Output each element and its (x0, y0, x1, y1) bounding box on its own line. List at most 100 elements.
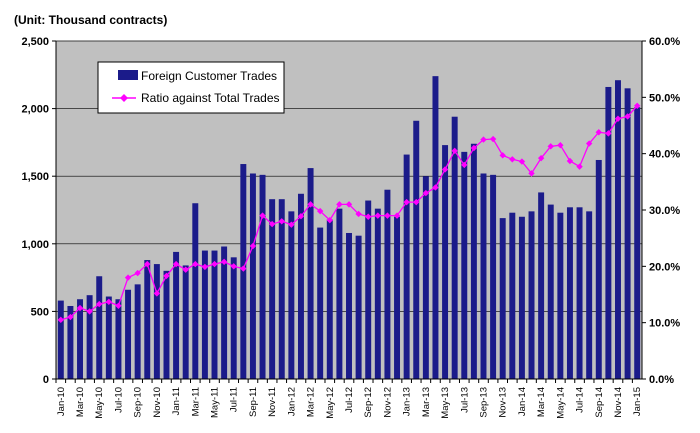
x-tick-label: Jul-12 (344, 387, 355, 413)
y-tick-label-left: 0 (43, 374, 49, 386)
y-tick-label-right: 0.0% (649, 374, 674, 386)
x-tick-label: Jan-11 (171, 387, 182, 415)
legend: Foreign Customer Trades Ratio against To… (97, 61, 285, 114)
ratio-marker (528, 170, 535, 177)
ratio-marker (240, 265, 247, 272)
ratio-marker (461, 161, 468, 169)
bar (432, 76, 439, 379)
bar (134, 284, 141, 379)
x-tick-label: Jan-13 (402, 387, 413, 416)
legend-swatch-marker (120, 94, 128, 102)
ratio-marker (259, 212, 266, 219)
ratio-marker (451, 147, 458, 155)
bar (442, 145, 449, 379)
y-tick-label-right: 50.0% (649, 92, 680, 104)
ratio-marker (76, 304, 84, 312)
bar (470, 143, 477, 379)
ratio-marker (249, 242, 257, 250)
bar (153, 264, 160, 379)
bar (221, 246, 228, 379)
ratio-marker (480, 136, 487, 143)
x-tick-label: Mar-11 (190, 387, 201, 416)
bar (624, 88, 631, 379)
ratio-marker (499, 152, 506, 159)
bar (269, 199, 276, 379)
x-axis: Jan-10 Mar-10 May-10 Jul-10 Sep-10 Nov-10 Jan-… (55, 378, 643, 419)
ratio-marker (297, 212, 305, 220)
bar (201, 250, 208, 379)
ratio-marker (566, 157, 574, 165)
ratio-marker (307, 201, 314, 208)
ratio-marker (172, 260, 180, 268)
bar (144, 260, 151, 379)
x-tick-label: Jan-15 (632, 387, 643, 416)
bar (173, 251, 180, 379)
bar (355, 235, 362, 379)
bar (249, 173, 256, 379)
ratio-marker (384, 212, 391, 219)
ratio-marker (268, 220, 276, 228)
x-tick-label: Nov-13 (498, 387, 509, 418)
ratio-marker (422, 189, 430, 197)
bar (518, 216, 525, 379)
ratio-marker (105, 298, 113, 306)
x-tick-label: Sep-12 (363, 387, 374, 418)
bar (67, 305, 74, 379)
ratio-marker (115, 302, 122, 309)
bar (96, 276, 103, 379)
ratio-marker (153, 290, 161, 297)
bar (605, 86, 612, 379)
bar (547, 204, 554, 379)
bar (394, 216, 401, 379)
x-tick-label: Sep-11 (248, 387, 259, 417)
bar (566, 207, 573, 379)
x-tick-label: Nov-10 (152, 387, 163, 418)
x-tick-label: Jul-10 (113, 387, 124, 413)
bar (86, 295, 93, 379)
ratio-marker (288, 221, 295, 228)
ratio-marker (220, 258, 228, 266)
ratio-marker (326, 216, 333, 224)
bar (346, 232, 352, 379)
bar (365, 200, 372, 379)
ratio-marker (403, 198, 410, 206)
bar (336, 208, 343, 379)
bar (77, 299, 83, 379)
x-tick-label: Nov-11 (267, 387, 278, 417)
bar (192, 203, 199, 379)
ratio-marker (278, 218, 285, 225)
x-tick-label: Nov-12 (382, 387, 393, 418)
bar (182, 265, 189, 379)
bar (595, 159, 602, 379)
bar (374, 208, 381, 379)
legend-label-ratio: Ratio against Total Trades (141, 91, 280, 105)
ratio-marker (163, 272, 170, 280)
ratio-marker (316, 207, 324, 215)
x-tick-label: May-13 (440, 387, 451, 419)
ratio-marker (211, 260, 218, 268)
ratio-marker (124, 274, 132, 281)
y-tick-label-left: 1,000 (21, 239, 49, 251)
bar (499, 218, 506, 379)
bar (480, 173, 487, 379)
ratio-marker (86, 308, 93, 315)
ratio-marker (585, 140, 593, 147)
ratio-marker (595, 129, 602, 136)
bar (115, 299, 122, 379)
ratio-marker (441, 166, 449, 173)
ratio-marker (547, 143, 554, 150)
ratio-marker (182, 266, 189, 273)
ratio-marker (345, 201, 353, 208)
bar (528, 211, 535, 379)
bar (278, 199, 285, 379)
y-tick-label-left: 500 (31, 306, 49, 318)
y-axis-left: 0 500 1,000 1,500 2,000 2,500 (21, 36, 57, 386)
y-tick-label-right: 60.0% (649, 36, 680, 48)
ratio-marker (614, 115, 622, 122)
x-tick-label: Mar-13 (421, 387, 432, 417)
bar (422, 176, 429, 379)
x-tick-label: Mar-12 (306, 387, 317, 417)
ratio-marker (144, 260, 151, 268)
x-tick-label: Nov-14 (613, 387, 624, 418)
